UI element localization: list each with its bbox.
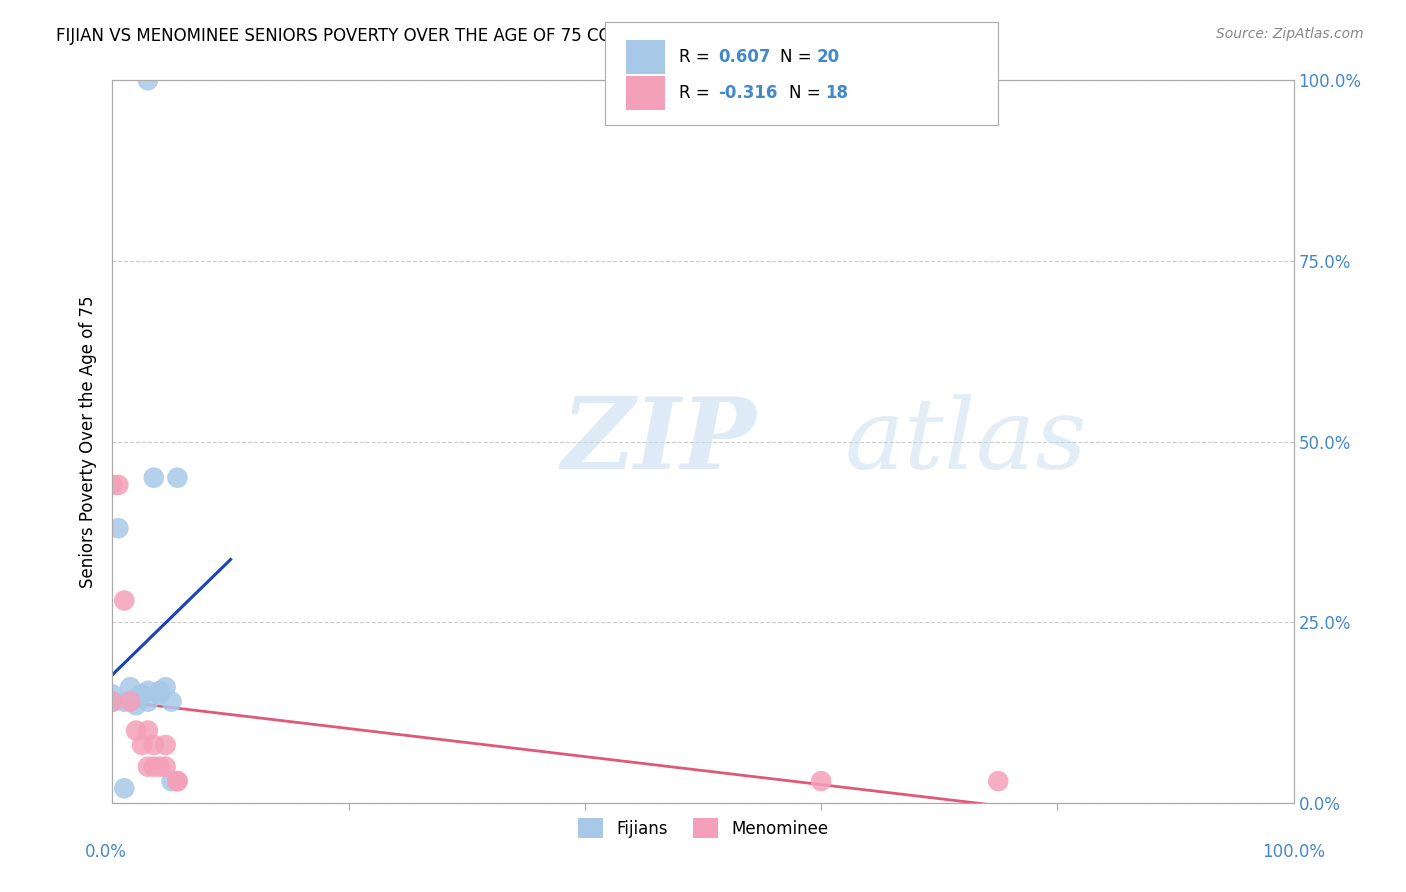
Text: N =: N = <box>780 48 817 66</box>
Point <box>131 687 153 701</box>
Text: -0.316: -0.316 <box>718 84 778 102</box>
Point <box>149 683 172 698</box>
Point <box>166 774 188 789</box>
Point <box>160 774 183 789</box>
Point <box>101 687 124 701</box>
Point <box>136 695 159 709</box>
Point <box>112 695 135 709</box>
Text: 0.0%: 0.0% <box>84 843 127 861</box>
Point <box>149 760 172 774</box>
Point <box>120 680 142 694</box>
Point <box>987 774 1010 789</box>
Point <box>142 760 165 774</box>
Point <box>160 695 183 709</box>
Y-axis label: Seniors Poverty Over the Age of 75: Seniors Poverty Over the Age of 75 <box>79 295 97 588</box>
Point <box>107 521 129 535</box>
Point <box>131 687 153 701</box>
Point <box>101 695 124 709</box>
Point <box>112 781 135 796</box>
Text: atlas: atlas <box>845 394 1087 489</box>
Point <box>125 723 148 738</box>
Point <box>107 478 129 492</box>
Point <box>136 683 159 698</box>
Point <box>142 738 165 752</box>
Point <box>149 687 172 701</box>
Text: 18: 18 <box>825 84 848 102</box>
Text: FIJIAN VS MENOMINEE SENIORS POVERTY OVER THE AGE OF 75 CORRELATION CHART: FIJIAN VS MENOMINEE SENIORS POVERTY OVER… <box>56 27 768 45</box>
Text: R =: R = <box>679 48 716 66</box>
Text: N =: N = <box>789 84 825 102</box>
Text: Source: ZipAtlas.com: Source: ZipAtlas.com <box>1216 27 1364 41</box>
Point <box>810 774 832 789</box>
Point <box>112 593 135 607</box>
Point <box>136 723 159 738</box>
Point <box>136 760 159 774</box>
Point <box>155 760 177 774</box>
Point <box>131 738 153 752</box>
Text: ZIP: ZIP <box>561 393 756 490</box>
Point <box>136 73 159 87</box>
Point <box>125 698 148 713</box>
Text: R =: R = <box>679 84 716 102</box>
Point <box>166 774 188 789</box>
Legend: Fijians, Menominee: Fijians, Menominee <box>571 812 835 845</box>
Point <box>155 680 177 694</box>
Text: 100.0%: 100.0% <box>1263 843 1324 861</box>
Text: 0.607: 0.607 <box>718 48 770 66</box>
Point <box>142 471 165 485</box>
Point <box>101 695 124 709</box>
Point <box>166 471 188 485</box>
Point <box>120 695 142 709</box>
Point <box>155 738 177 752</box>
Text: 20: 20 <box>817 48 839 66</box>
Point <box>125 691 148 706</box>
Point <box>101 478 124 492</box>
